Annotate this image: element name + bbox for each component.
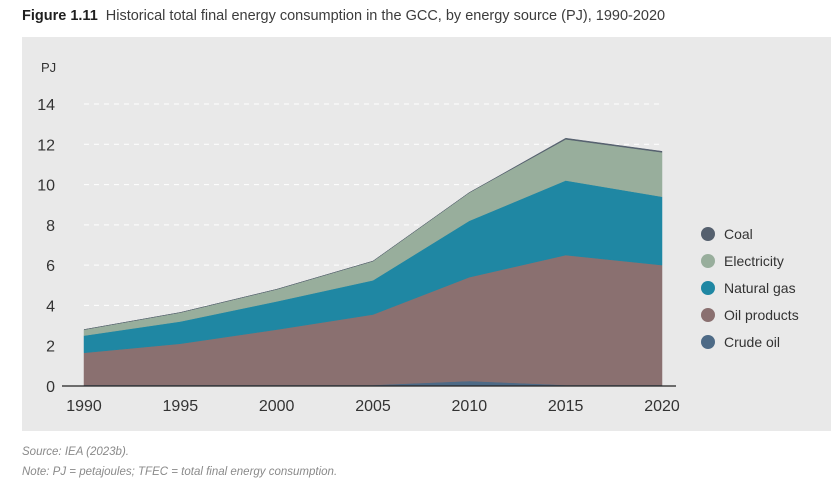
legend-swatch-electricity [701, 254, 715, 268]
legend-swatch-oil-products [701, 308, 715, 322]
figure-number: Figure 1.11 [22, 8, 98, 24]
x-tick-label: 2015 [548, 398, 584, 415]
y-tick-label: 12 [37, 137, 55, 154]
legend-label-crude-oil: Crude oil [724, 334, 780, 350]
x-tick-label: 2020 [644, 398, 680, 415]
x-tick-label: 2010 [452, 398, 488, 415]
y-tick-label: 0 [46, 379, 55, 396]
figure-title-text: Historical total final energy consumptio… [105, 8, 666, 24]
y-tick-label: 8 [46, 218, 55, 235]
abbreviation-note: Note: PJ = petajoules; TFEC = total fina… [22, 466, 338, 478]
x-tick-label: 1995 [163, 398, 199, 415]
x-tick-label: 2000 [259, 398, 295, 415]
legend-swatch-natural-gas [701, 281, 715, 295]
legend-label-oil-products: Oil products [724, 307, 799, 323]
legend-swatch-coal [701, 227, 715, 241]
x-tick-label: 2005 [355, 398, 391, 415]
area-coal [83, 137, 663, 330]
y-tick-label: 4 [46, 298, 55, 315]
legend-label-coal: Coal [724, 226, 753, 242]
legend: Coal Electricity Natural gas Oil products Cr… [701, 226, 799, 350]
chart-panel: PJ 0 2 4 6 8 10 12 14 1990 1995 2000 2005 2010 2015 20… [22, 37, 831, 431]
axes: 0 2 4 6 8 10 12 14 1990 1995 2000 2005 2010 2015 2020 [37, 97, 680, 415]
x-tick-label: 1990 [66, 398, 102, 415]
area-series [83, 137, 663, 387]
legend-label-electricity: Electricity [724, 253, 784, 269]
y-tick-label: 10 [37, 178, 55, 195]
y-tick-label: 2 [46, 339, 55, 356]
y-axis-unit-label: PJ [41, 60, 56, 75]
source-note: Source: IEA (2023b). [22, 446, 129, 458]
legend-label-natural-gas: Natural gas [724, 280, 796, 296]
legend-swatch-crude-oil [701, 335, 715, 349]
figure-title: Figure 1.11 Historical total final energy… [22, 8, 665, 24]
y-tick-label: 6 [46, 258, 55, 275]
chart: PJ 0 2 4 6 8 10 12 14 1990 1995 2000 2005 2010 2015 20… [37, 60, 799, 415]
y-tick-label: 14 [37, 97, 55, 114]
